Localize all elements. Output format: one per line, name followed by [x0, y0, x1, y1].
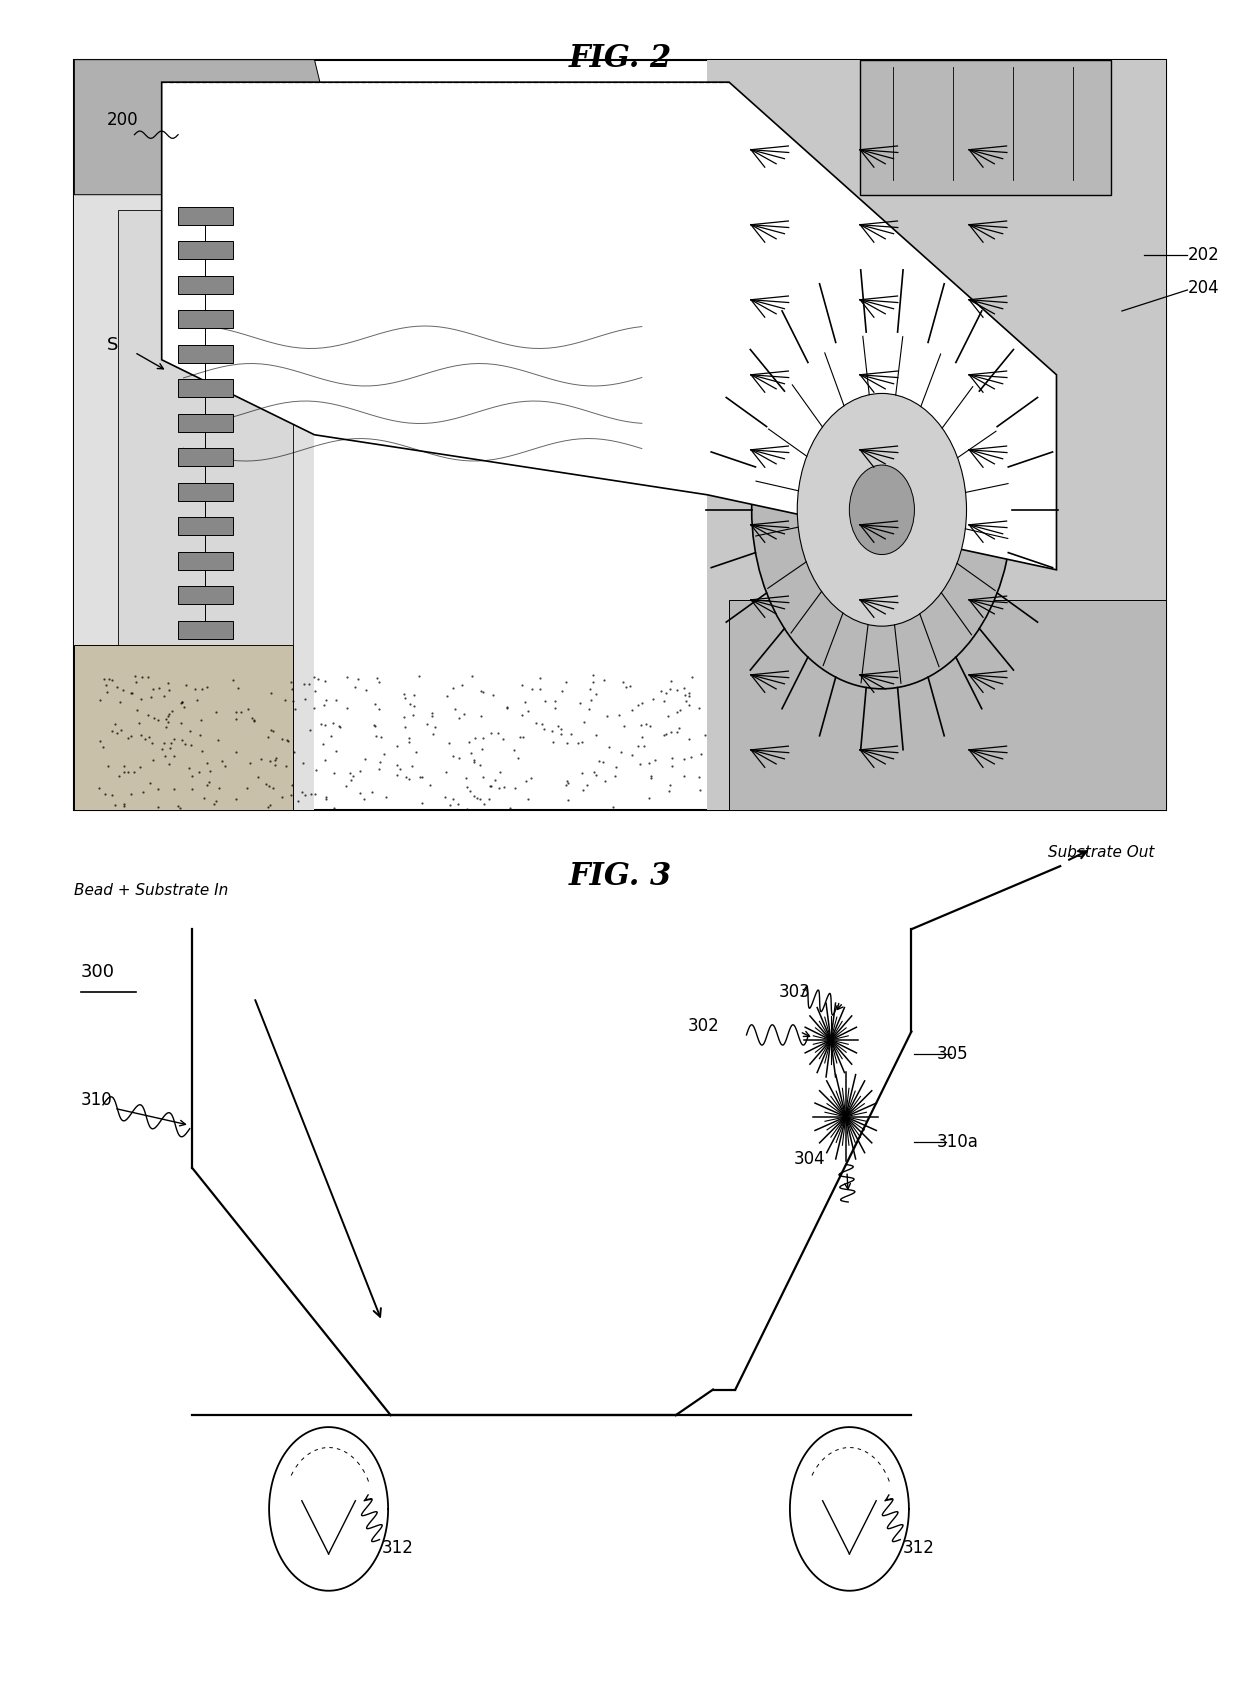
Polygon shape — [74, 60, 347, 194]
Polygon shape — [118, 210, 293, 644]
Text: 310: 310 — [81, 1091, 113, 1108]
Text: 303: 303 — [779, 984, 811, 1001]
Bar — [179, 344, 233, 363]
Bar — [179, 206, 233, 225]
Polygon shape — [861, 60, 1111, 194]
Polygon shape — [707, 60, 1166, 810]
Text: 302: 302 — [687, 1018, 719, 1035]
Bar — [179, 276, 233, 293]
Bar — [179, 483, 233, 501]
Bar — [179, 587, 233, 604]
Bar — [179, 448, 233, 465]
Polygon shape — [161, 82, 1056, 569]
Bar — [179, 621, 233, 639]
Bar — [179, 414, 233, 431]
Polygon shape — [74, 644, 293, 810]
Bar — [179, 517, 233, 535]
Bar — [179, 552, 233, 569]
Text: 310a: 310a — [936, 1134, 978, 1151]
Circle shape — [751, 331, 1012, 689]
Polygon shape — [729, 600, 1166, 810]
Bar — [179, 379, 233, 397]
Text: Bead + Substrate In: Bead + Substrate In — [74, 883, 228, 897]
Text: S: S — [107, 336, 119, 353]
Bar — [179, 240, 233, 259]
Text: 202: 202 — [1188, 246, 1219, 264]
Text: 304: 304 — [794, 1151, 826, 1168]
Text: 305: 305 — [936, 1045, 968, 1062]
Circle shape — [797, 394, 966, 626]
Circle shape — [849, 465, 914, 554]
Text: 300: 300 — [81, 963, 114, 980]
Text: 200: 200 — [107, 111, 139, 128]
Text: FIG. 2: FIG. 2 — [568, 43, 672, 73]
Polygon shape — [74, 60, 315, 810]
FancyBboxPatch shape — [74, 60, 1166, 810]
Text: 312: 312 — [382, 1540, 414, 1557]
Text: 204: 204 — [1188, 280, 1219, 297]
Text: Substrate Out: Substrate Out — [1048, 846, 1154, 859]
Text: FIG. 3: FIG. 3 — [568, 861, 672, 892]
Text: 312: 312 — [903, 1540, 935, 1557]
Bar — [179, 310, 233, 329]
